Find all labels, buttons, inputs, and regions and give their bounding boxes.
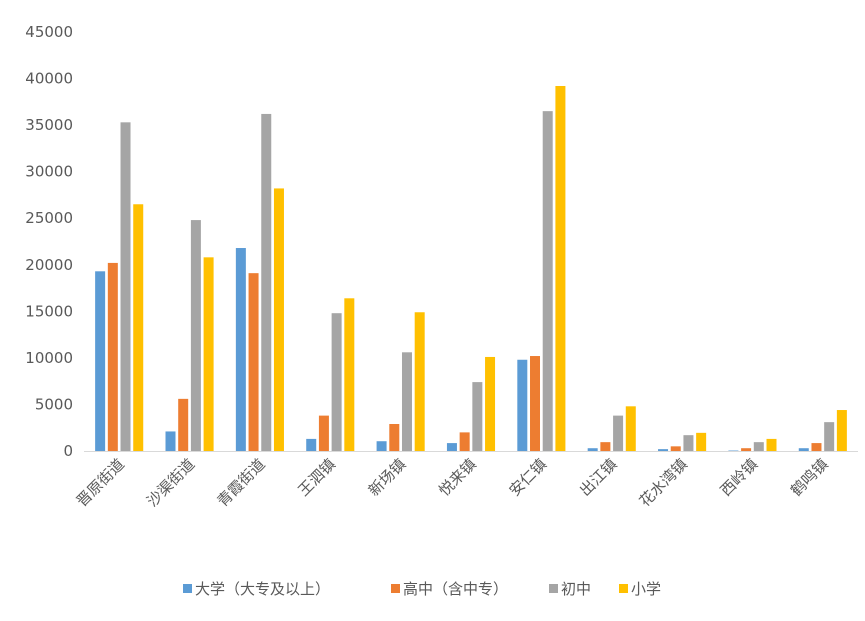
x-category-label: 悦来镇	[435, 455, 480, 500]
bar	[414, 312, 425, 451]
legend-swatch	[183, 584, 192, 593]
legend: 大学（大专及以上） 高中（含中专） 初中 小学	[183, 580, 661, 598]
bar	[811, 443, 822, 451]
bar	[318, 415, 329, 451]
bar	[836, 410, 847, 451]
bar	[459, 432, 470, 451]
legend-label: 初中	[561, 580, 591, 598]
legend-swatch	[391, 584, 400, 593]
bar	[485, 356, 496, 451]
x-category-label: 新场镇	[365, 455, 410, 500]
bar	[401, 352, 412, 451]
bar	[306, 438, 317, 451]
y-tick-label: 25000	[25, 209, 73, 227]
bar	[766, 438, 777, 451]
bar	[376, 441, 387, 451]
legend-swatch	[549, 584, 558, 593]
bar	[248, 273, 259, 451]
bar	[273, 188, 284, 451]
x-category-label: 王泗镇	[295, 455, 340, 500]
y-tick-label: 10000	[25, 349, 73, 367]
legend-swatch	[619, 584, 628, 593]
bar	[133, 204, 144, 451]
x-axis-labels: 晋原街道 沙渠街道 青霞街道 王泗镇 新场镇 悦来镇 安仁镇 出江镇 花水湾镇 西岭镇 鹤鸣镇	[73, 455, 832, 510]
x-category-label: 晋原街道	[73, 455, 128, 510]
bar	[542, 111, 553, 451]
bar	[530, 356, 541, 451]
bar	[95, 271, 106, 451]
bar	[120, 122, 131, 451]
bar	[178, 398, 189, 451]
y-tick-label: 15000	[25, 302, 73, 320]
x-category-label: 出江镇	[576, 455, 621, 500]
bar	[683, 435, 694, 451]
bar	[344, 298, 355, 451]
bar	[696, 432, 707, 451]
x-category-label: 安仁镇	[506, 455, 551, 500]
bar	[555, 86, 566, 451]
bar	[613, 415, 624, 451]
y-tick-label: 45000	[25, 23, 73, 41]
x-category-label: 沙渠街道	[143, 455, 198, 510]
bar	[625, 406, 636, 451]
bar	[389, 424, 400, 451]
y-axis: 0 5000 10000 15000 20000 25000 30000 35000 40000…	[25, 23, 73, 460]
x-category-label: 鹤鸣镇	[787, 455, 832, 500]
y-tick-label: 0	[63, 442, 73, 460]
y-tick-label: 30000	[25, 163, 73, 181]
legend-label: 大学（大专及以上）	[195, 580, 330, 598]
y-tick-label: 40000	[25, 70, 73, 88]
bar	[331, 313, 342, 451]
bar	[235, 248, 246, 451]
legend-label: 小学	[631, 580, 661, 598]
x-category-label: 青霞街道	[214, 455, 269, 510]
y-tick-label: 35000	[25, 116, 73, 134]
bar	[190, 220, 201, 451]
x-category-label: 西岭镇	[717, 455, 762, 500]
bar	[203, 257, 214, 451]
y-tick-label: 5000	[35, 395, 73, 413]
bar	[798, 448, 809, 451]
bar	[472, 382, 483, 451]
bar	[600, 442, 611, 451]
legend-label: 高中（含中专）	[403, 580, 508, 598]
bar	[741, 448, 752, 451]
bar	[670, 446, 681, 451]
bar	[446, 443, 457, 451]
bar	[824, 422, 835, 451]
bar	[165, 431, 176, 451]
bar	[587, 448, 598, 451]
x-category-label: 花水湾镇	[636, 455, 691, 510]
bar	[261, 113, 272, 451]
y-tick-label: 20000	[25, 256, 73, 274]
bar	[753, 442, 764, 451]
bars	[95, 86, 847, 451]
bar	[658, 449, 669, 451]
bar	[517, 359, 528, 451]
bar	[107, 262, 118, 451]
